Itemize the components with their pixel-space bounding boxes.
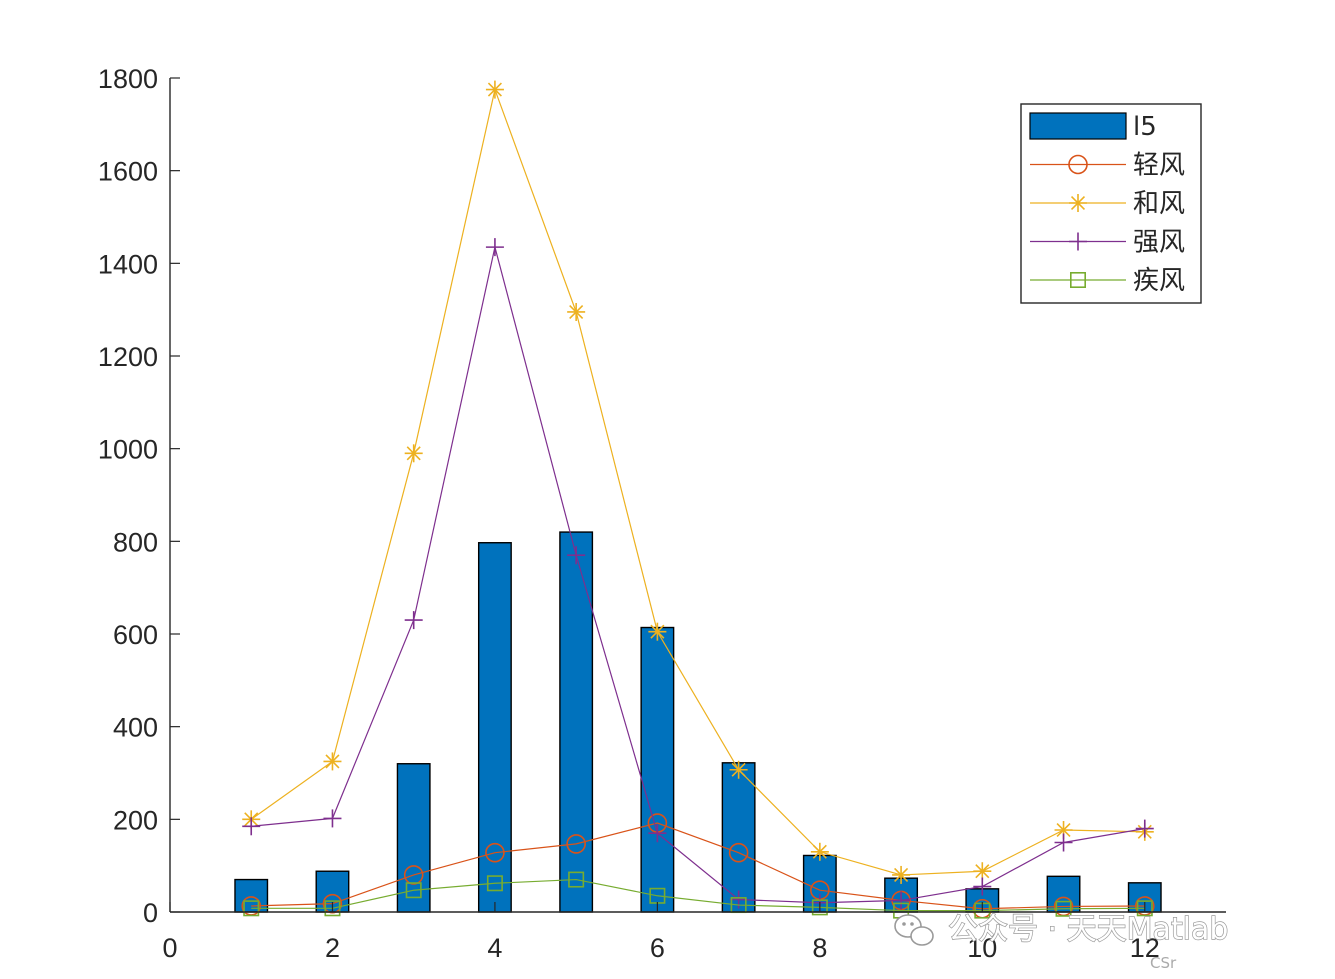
y-tick-label: 1000 xyxy=(98,435,158,465)
x-tick-label: 12 xyxy=(1130,933,1160,963)
legend-marker xyxy=(1070,271,1087,288)
legend-swatch xyxy=(1029,112,1127,140)
data-point xyxy=(567,546,586,565)
data-point xyxy=(404,611,423,630)
bar xyxy=(477,542,512,913)
series-line xyxy=(250,87,1145,876)
legend-marker xyxy=(1068,154,1088,175)
data-point xyxy=(1136,900,1153,917)
data-point xyxy=(892,891,911,910)
bar xyxy=(234,878,269,913)
y-tick-label: 1400 xyxy=(98,249,158,279)
y-tick-label: 600 xyxy=(113,620,158,650)
data-point xyxy=(648,824,667,843)
legend-label: 疾风 xyxy=(1133,266,1185,296)
x-tick-label: 10 xyxy=(967,933,997,963)
data-point xyxy=(811,899,828,916)
bar xyxy=(640,626,675,913)
legend-entry: l5 xyxy=(1029,112,1157,142)
data-point xyxy=(810,842,829,861)
data-point xyxy=(728,842,749,863)
lines-layer xyxy=(241,80,1155,919)
data-point xyxy=(729,760,748,779)
y-tick-label: 0 xyxy=(143,898,158,928)
bars-layer xyxy=(234,531,1162,913)
bar xyxy=(559,531,594,913)
data-point xyxy=(973,862,992,881)
data-point xyxy=(568,871,585,888)
watermark-text: 公众号 · 天天Matlab xyxy=(948,912,1228,947)
axes: 0 200 400 600 800 1000 1200 1400 1600 1800 0 2 4 6 8 10… xyxy=(98,64,1226,963)
x-tick-label: 4 xyxy=(487,933,502,963)
data-point xyxy=(404,444,423,463)
legend-entry: 疾风 xyxy=(1030,266,1185,296)
legend-entry: 轻风 xyxy=(1030,151,1185,181)
bar xyxy=(396,763,431,913)
series-line xyxy=(251,246,1145,904)
data-point xyxy=(567,302,586,321)
watermark: 公众号 · 天天Matlab CSr xyxy=(894,911,1229,972)
data-point xyxy=(973,877,992,896)
series-line xyxy=(251,878,1145,912)
y-tick-label: 1200 xyxy=(98,342,158,372)
legend-label: 轻风 xyxy=(1133,151,1185,181)
x-tick-label: 6 xyxy=(650,933,665,963)
series-plus xyxy=(242,238,1154,912)
data-point xyxy=(403,865,424,885)
data-point xyxy=(1055,900,1072,917)
y-tick-label: 1800 xyxy=(98,64,158,94)
data-point xyxy=(405,882,422,899)
data-point xyxy=(323,809,342,828)
series-square xyxy=(243,871,1153,919)
data-point xyxy=(648,622,667,641)
data-point xyxy=(485,80,504,99)
data-point xyxy=(485,238,504,257)
data-point xyxy=(324,900,341,917)
data-point xyxy=(243,900,260,917)
data-point xyxy=(892,865,911,884)
legend-marker xyxy=(1069,194,1087,212)
legend-marker xyxy=(1069,232,1087,251)
series-asterisk xyxy=(242,80,1154,884)
data-point xyxy=(485,842,505,863)
legend-label: 和风 xyxy=(1133,189,1185,219)
legend-entry: 强风 xyxy=(1030,228,1185,258)
y-tick-label: 1600 xyxy=(98,157,158,187)
x-tick-label: 8 xyxy=(812,933,827,963)
wechat-icon xyxy=(894,914,934,946)
y-tick-label: 400 xyxy=(113,713,158,743)
data-point xyxy=(242,817,261,836)
y-tick-label: 800 xyxy=(113,527,158,557)
series-line xyxy=(251,822,1145,910)
x-tick-label: 2 xyxy=(325,933,340,963)
watermark-fragment: CSr xyxy=(1150,954,1177,972)
data-point xyxy=(486,875,503,892)
x-tick-label: 0 xyxy=(162,933,177,963)
y-tick-label: 200 xyxy=(113,805,158,835)
data-point xyxy=(566,834,586,854)
data-point xyxy=(1135,819,1154,838)
legend-entry: 和风 xyxy=(1030,189,1185,219)
legend-label: l5 xyxy=(1133,112,1157,142)
legend-label: 强风 xyxy=(1133,228,1185,258)
data-point xyxy=(1054,833,1073,852)
data-point xyxy=(323,752,342,771)
